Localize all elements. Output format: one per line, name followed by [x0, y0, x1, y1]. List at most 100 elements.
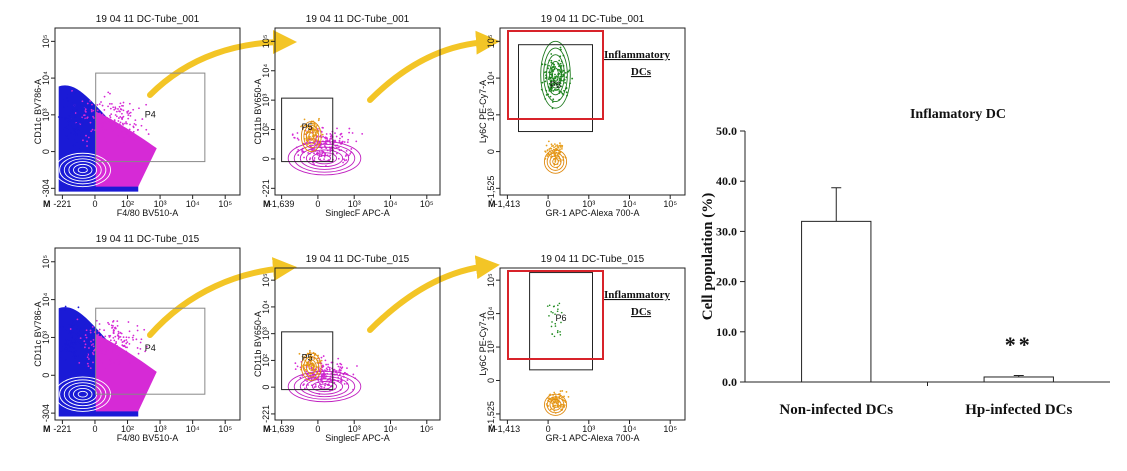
event-dot: [71, 319, 73, 322]
event-dot: [318, 150, 321, 153]
event-dot: [99, 346, 101, 349]
event-dot: [291, 133, 294, 136]
event-dot: [560, 321, 562, 324]
event-dot: [105, 351, 108, 353]
event-dot: [329, 150, 332, 153]
gate-label: P6: [550, 80, 561, 90]
contour: [299, 146, 350, 170]
panel-title: 19 04 11 DC-Tube_015: [306, 254, 410, 265]
y-tick-label: 0.0: [722, 375, 737, 389]
event-dot: [74, 338, 77, 341]
event-dot: [74, 120, 77, 123]
event-dot: [70, 109, 73, 112]
event-dot: [133, 122, 136, 125]
event-dot: [123, 135, 126, 138]
event-dot: [117, 332, 120, 335]
event-dot: [337, 357, 340, 360]
event-dot: [73, 119, 76, 122]
event-dot: [116, 320, 119, 323]
event-dot: [110, 102, 113, 105]
arrows: [147, 30, 500, 338]
y-tick-label: 10⁵: [486, 273, 496, 287]
event-dot: [315, 131, 318, 133]
x-tick-label: 10²: [121, 199, 134, 209]
event-dot: [69, 330, 72, 333]
event-dot: [559, 151, 562, 154]
x-tick-label: 10⁴: [186, 424, 200, 434]
event-dot: [101, 122, 104, 125]
event-dot: [325, 147, 328, 150]
event-dot: [550, 89, 553, 92]
event-dot: [300, 125, 302, 128]
event-dot: [78, 148, 81, 151]
event-dot: [548, 304, 551, 307]
event-dot: [306, 380, 308, 382]
event-dot: [71, 351, 74, 353]
event-dot: [301, 374, 304, 377]
event-dot: [103, 367, 106, 370]
y-tick-label: -221: [261, 179, 271, 197]
y-tick-label: 10.0: [716, 325, 737, 339]
event-dot: [313, 148, 315, 151]
event-dot: [79, 95, 82, 98]
event-dot: [82, 355, 84, 357]
event-dot: [96, 109, 99, 112]
arrow: [147, 30, 297, 98]
event-dot: [311, 148, 313, 151]
x-tick-label: -1,639: [269, 424, 295, 434]
event-dot: [330, 385, 333, 388]
event-dot: [62, 111, 65, 114]
x-tick-label: -1,413: [495, 199, 521, 209]
event-dot: [61, 350, 64, 353]
event-dot: [122, 336, 125, 339]
event-dot: [110, 113, 113, 116]
event-dot: [100, 127, 103, 130]
event-dot: [320, 356, 323, 359]
event-dot: [112, 320, 115, 322]
event-dot: [65, 341, 67, 344]
event-dot: [109, 339, 112, 342]
y-tick-label: -1,525: [486, 401, 496, 427]
event-dot: [145, 103, 148, 106]
event-dot: [321, 126, 324, 129]
event-dot: [121, 118, 124, 121]
event-dot: [97, 330, 100, 333]
event-dot: [323, 386, 326, 389]
event-dot: [315, 129, 317, 132]
x-axis-label: SinglecF APC-A: [325, 433, 390, 443]
event-dot: [314, 383, 317, 386]
event-dot: [67, 100, 69, 102]
event-dot: [109, 121, 112, 124]
event-dot: [83, 342, 85, 344]
event-dot: [118, 110, 120, 113]
gate: [95, 72, 206, 163]
x-tick-label: 10⁵: [663, 199, 677, 209]
event-dot: [65, 126, 68, 129]
event-dot: [571, 77, 574, 80]
event-dot: [551, 86, 553, 89]
event-dot: [68, 338, 71, 341]
event-dot: [553, 146, 555, 149]
event-dot: [107, 345, 109, 347]
event-dot: [64, 348, 66, 350]
event-dot: [564, 71, 567, 74]
x-tick-label: 0: [315, 424, 320, 434]
event-dot: [127, 134, 130, 137]
event-dot: [75, 332, 78, 335]
event-dot: [76, 328, 78, 330]
event-dot: [111, 344, 114, 347]
event-dot: [329, 135, 332, 138]
contour: [59, 155, 107, 185]
event-dot: [553, 335, 556, 338]
event-dot: [107, 358, 110, 361]
event-dot: [558, 404, 561, 407]
event-dot: [122, 140, 125, 143]
x-tick-label: 0: [546, 424, 551, 434]
event-dot: [115, 342, 117, 345]
x-tick-label: 10³: [582, 424, 595, 434]
event-dot: [113, 144, 116, 147]
event-dot: [141, 118, 144, 120]
event-dot: [320, 379, 323, 382]
event-dot: [103, 95, 106, 98]
event-dot: [560, 65, 563, 67]
